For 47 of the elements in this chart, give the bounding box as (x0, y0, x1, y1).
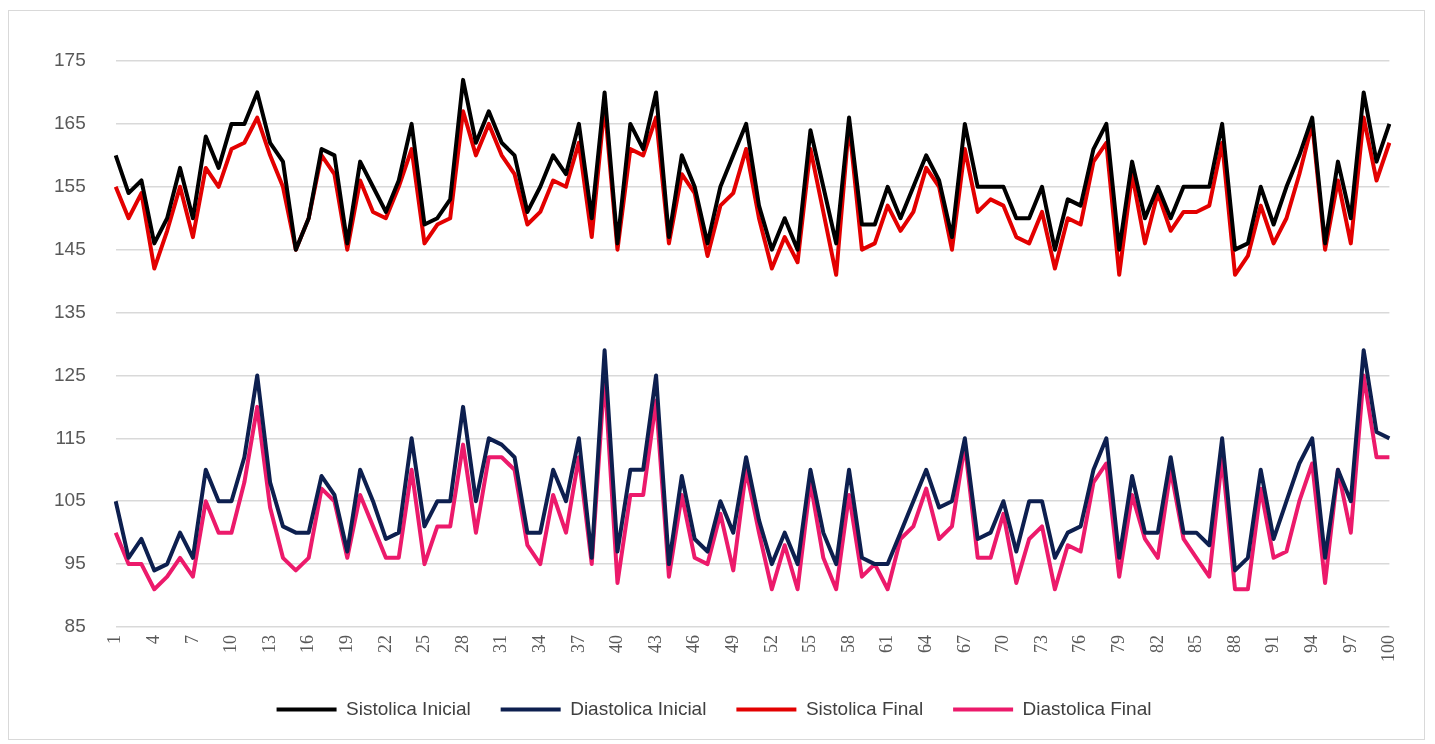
x-tick-label: 40 (606, 635, 627, 653)
x-tick-label: 52 (760, 635, 781, 653)
legend-label: Diastolica Inicial (570, 697, 707, 719)
x-tick-label: 61 (876, 635, 897, 653)
y-tick-label: 165 (54, 112, 86, 134)
x-tick-label: 70 (992, 635, 1013, 653)
x-tick-label: 46 (683, 635, 704, 653)
x-tick-label: 88 (1223, 635, 1244, 653)
x-tick-label: 7 (181, 635, 202, 644)
y-tick-label: 115 (55, 426, 86, 448)
legend-label: Sistolica Inicial (346, 697, 471, 719)
y-tick-label: 155 (54, 175, 86, 197)
x-tick-label: 79 (1107, 635, 1128, 653)
x-tick-label: 10 (220, 635, 241, 653)
y-tick-label: 145 (54, 237, 86, 259)
x-tick-label: 55 (799, 635, 820, 653)
x-tick-label: 22 (374, 635, 395, 653)
x-tick-label: 25 (413, 635, 434, 653)
y-tick-label: 125 (54, 363, 86, 385)
x-tick-label: 64 (914, 635, 935, 653)
x-tick-label: 28 (451, 635, 472, 653)
legend-label: Sistolica Final (805, 697, 924, 719)
x-tick-label: 100 (1378, 635, 1399, 662)
x-tick-label: 85 (1185, 635, 1206, 653)
y-tick-label: 95 (64, 552, 86, 574)
x-tick-label: 49 (721, 635, 742, 653)
x-tick-label: 58 (837, 635, 858, 653)
y-tick-label: 135 (54, 300, 86, 322)
y-tick-label: 105 (54, 489, 86, 511)
x-tick-label: 16 (297, 635, 318, 653)
x-tick-label: 31 (490, 635, 511, 653)
x-tick-label: 43 (644, 635, 665, 653)
x-tick-label: 73 (1030, 635, 1051, 653)
legend-label: Diastolica Final (1022, 697, 1152, 719)
x-tick-label: 76 (1069, 635, 1090, 653)
y-tick-label: 175 (54, 49, 86, 71)
x-tick-label: 91 (1262, 635, 1283, 653)
x-tick-label: 4 (143, 635, 164, 644)
x-tick-label: 19 (336, 635, 357, 653)
x-tick-label: 67 (953, 635, 974, 653)
x-tick-label: 1 (104, 635, 125, 644)
x-tick-label: 34 (529, 635, 549, 653)
x-tick-label: 13 (258, 635, 279, 653)
x-tick-label: 94 (1300, 635, 1321, 653)
x-tick-label: 37 (567, 635, 588, 653)
x-tick-label: 97 (1339, 635, 1360, 653)
x-tick-label: 82 (1146, 635, 1167, 653)
